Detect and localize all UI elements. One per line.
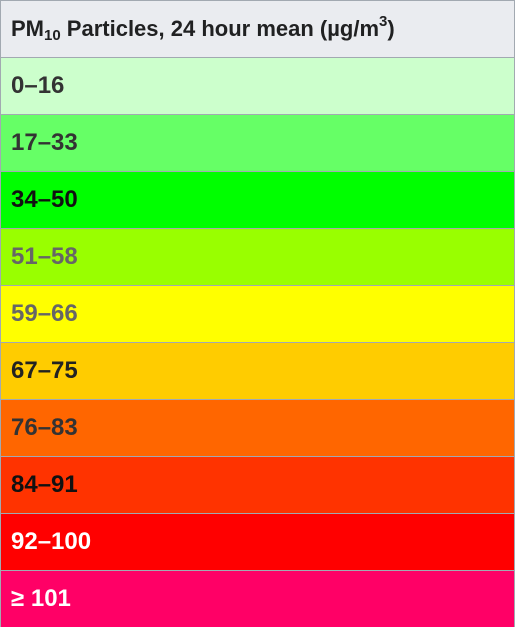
table-row: 17–33 (0, 114, 515, 172)
band-cell: 0–16 (0, 57, 515, 115)
band-cell: ≥ 101 (0, 570, 515, 627)
band-cell: 84–91 (0, 456, 515, 514)
header-row: PM10 Particles, 24 hour mean (µg/m3) (0, 0, 515, 58)
table-row: ≥ 101 (0, 570, 515, 627)
header-superscript: 3 (379, 13, 388, 30)
band-cell: 59–66 (0, 285, 515, 343)
table-row: 67–75 (0, 342, 515, 400)
header-main-text: Particles, 24 hour mean (µg/m (60, 16, 380, 41)
band-cell: 67–75 (0, 342, 515, 400)
band-cell: 34–50 (0, 171, 515, 229)
table-row: 84–91 (0, 456, 515, 514)
band-cell: 76–83 (0, 399, 515, 457)
band-cell: 51–58 (0, 228, 515, 286)
column-header: PM10 Particles, 24 hour mean (µg/m3) (0, 0, 515, 58)
table-row: 76–83 (0, 399, 515, 457)
header-subscript: 10 (44, 27, 61, 44)
header-close-paren: ) (387, 16, 395, 41)
table-row: 34–50 (0, 171, 515, 229)
band-cell: 92–100 (0, 513, 515, 571)
band-cell: 17–33 (0, 114, 515, 172)
table-row: 92–100 (0, 513, 515, 571)
header-pm: PM (11, 16, 44, 41)
table-row: 51–58 (0, 228, 515, 286)
table-row: 59–66 (0, 285, 515, 343)
table-row: 0–16 (0, 57, 515, 115)
